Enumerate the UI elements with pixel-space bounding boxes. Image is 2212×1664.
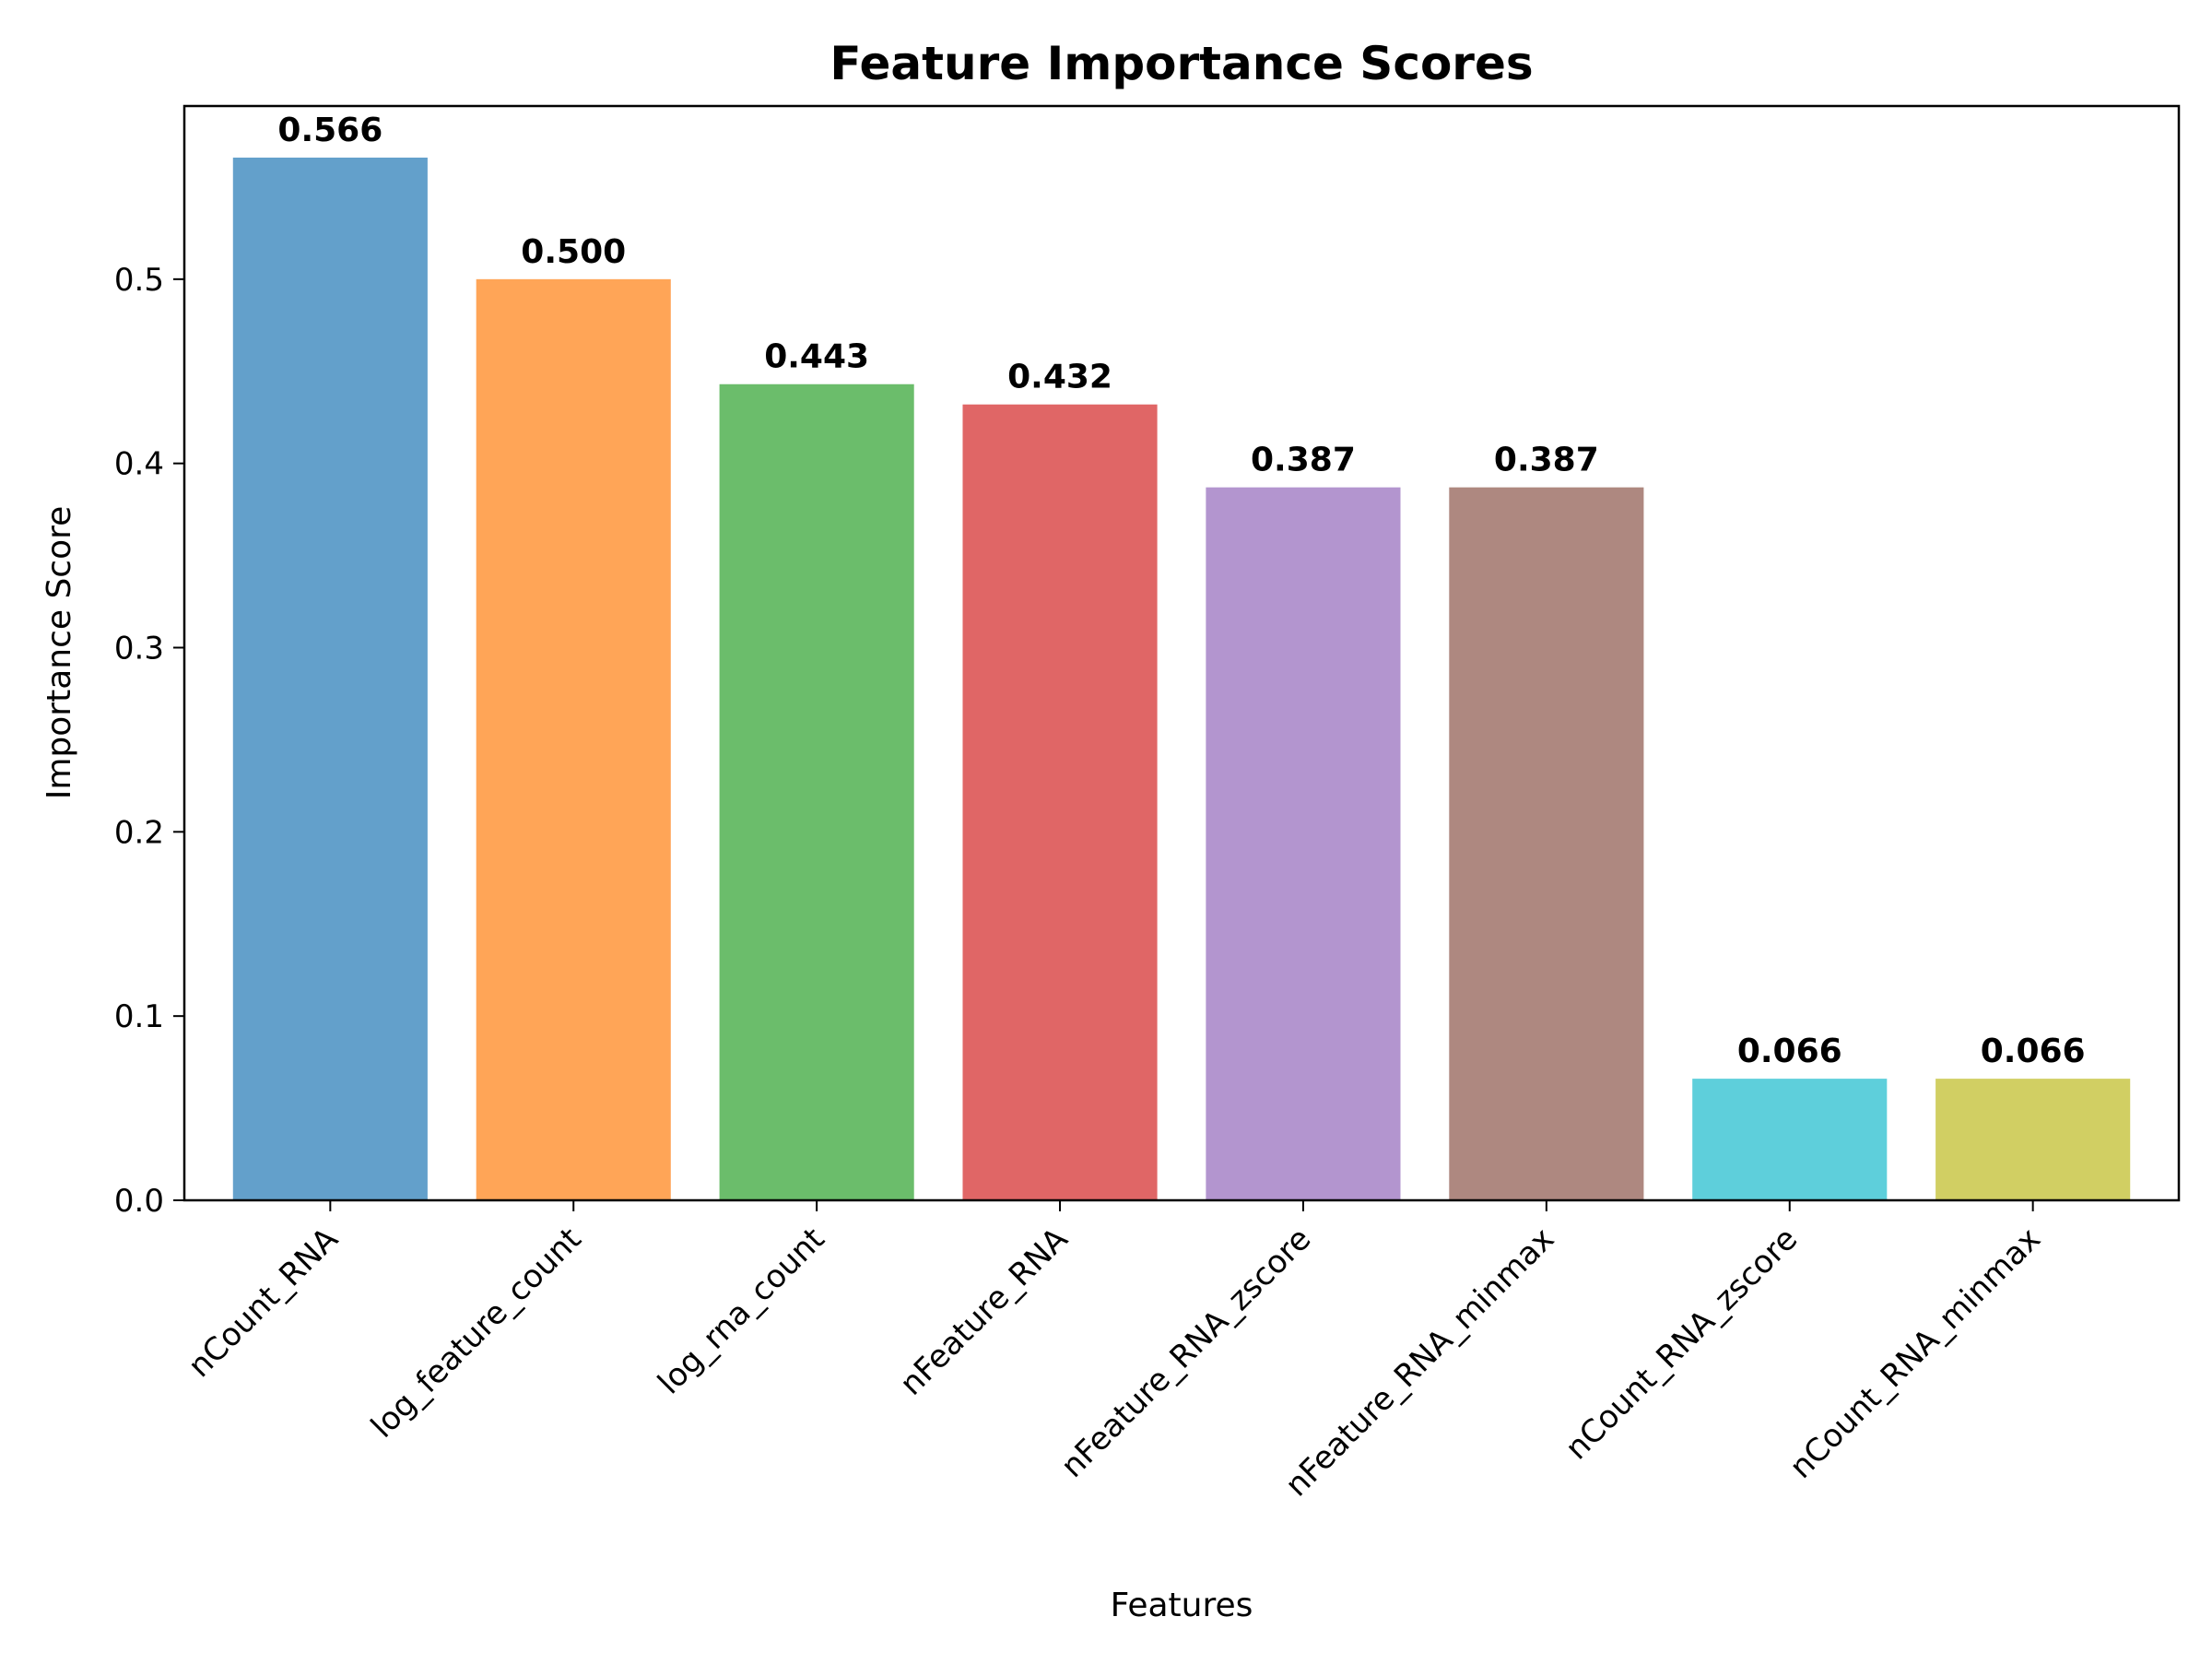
value-label-log_feature_count: 0.500	[521, 233, 626, 271]
x-tick-label-nCount_RNA_zscore: nCount_RNA_zscore	[1559, 1221, 1805, 1467]
y-tick-label-1: 0.1	[114, 998, 164, 1035]
bar-log_feature_count	[476, 278, 671, 1200]
value-label-nFeature_RNA: 0.432	[1007, 359, 1112, 396]
bar-nFeature_RNA	[962, 404, 1158, 1200]
bar-nCount_RNA	[232, 157, 428, 1200]
x-tick-label-nFeature_RNA_minmax: nFeature_RNA_minmax	[1278, 1221, 1561, 1504]
y-tick-label-5: 0.5	[114, 262, 164, 299]
x-axis-label: Features	[1111, 1587, 1253, 1624]
value-label-nFeature_RNA_minmax: 0.387	[1494, 442, 1599, 479]
bar-log_rna_count	[719, 384, 914, 1200]
value-label-nFeature_RNA_zscore: 0.387	[1251, 442, 1356, 479]
value-label-nCount_RNA: 0.566	[277, 112, 382, 149]
bar-nFeature_RNA_minmax	[1449, 487, 1644, 1200]
y-tick-label-3: 0.3	[114, 631, 164, 667]
x-axis: nCount_RNA log_feature_count log_rna_count…	[182, 1200, 2048, 1504]
bar-nCount_RNA_zscore	[1692, 1079, 1888, 1200]
y-axis-label: Importance Score	[41, 506, 78, 800]
y-tick-label-4: 0.4	[114, 446, 164, 483]
x-tick-label-log_rna_count: log_rna_count	[651, 1221, 831, 1401]
value-label-nCount_RNA_minmax: 0.066	[1981, 1033, 2086, 1070]
x-tick-label-nFeature_RNA: nFeature_RNA	[893, 1221, 1076, 1403]
y-tick-label-0: 0.0	[114, 1183, 164, 1220]
x-tick-label-nFeature_RNA_zscore: nFeature_RNA_zscore	[1054, 1221, 1319, 1485]
plot-frame	[182, 104, 2181, 1202]
value-label-nCount_RNA_zscore: 0.066	[1737, 1033, 1842, 1070]
y-axis: 0.0 0.1 0.2 0.3 0.4 0.5	[114, 262, 184, 1220]
value-labels-layer: 0.566 0.500 0.443 0.432 0.387 0.387 0.066 0.066	[277, 112, 2085, 1070]
x-tick-label-nCount_RNA_minmax: nCount_RNA_minmax	[1783, 1221, 2048, 1486]
value-label-log_rna_count: 0.443	[764, 338, 869, 376]
y-tick-label-2: 0.2	[114, 814, 164, 851]
x-tick-label-nCount_RNA: nCount_RNA	[182, 1221, 346, 1385]
bar-nFeature_RNA_zscore	[1206, 487, 1401, 1200]
chart-title: Feature Importance Scores	[830, 37, 1533, 90]
x-tick-label-log_feature_count: log_feature_count	[364, 1221, 589, 1446]
bar-nCount_RNA_minmax	[1936, 1079, 2131, 1200]
bars-layer	[232, 157, 2131, 1200]
